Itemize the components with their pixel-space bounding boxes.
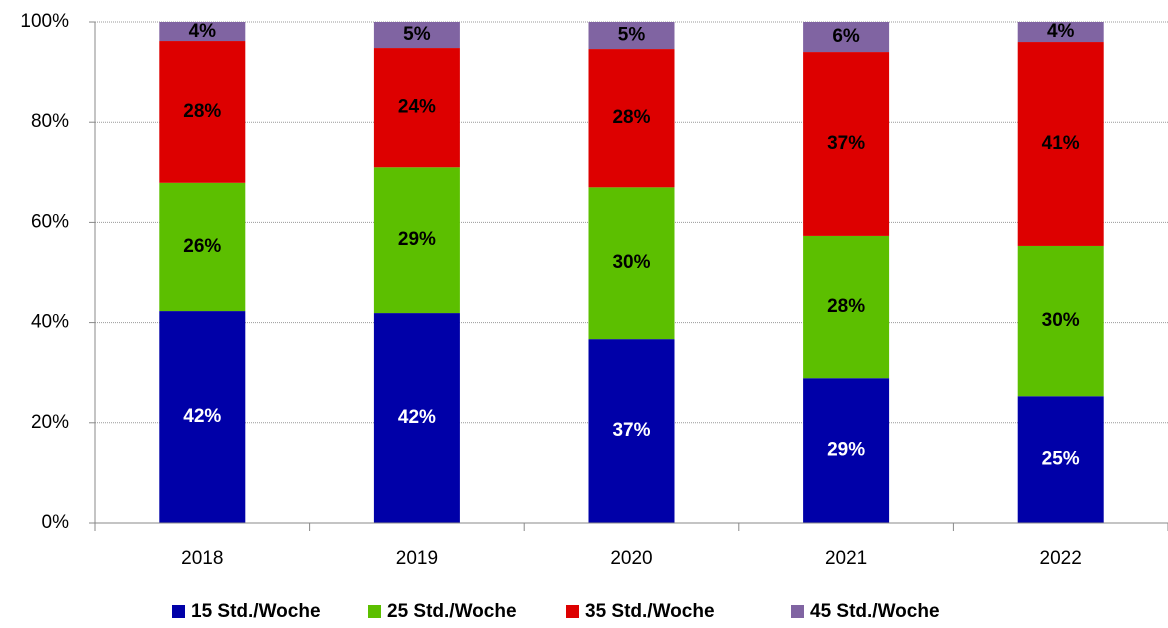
value-label: 4% bbox=[1047, 21, 1075, 42]
x-tick-label: 2018 bbox=[181, 548, 223, 569]
value-label: 5% bbox=[618, 25, 646, 46]
bar-segment bbox=[1017, 245, 1104, 397]
bar-segment bbox=[803, 378, 890, 523]
x-tick-label: 2020 bbox=[610, 548, 652, 569]
value-label: 42% bbox=[183, 406, 221, 427]
bar-segment bbox=[588, 22, 675, 50]
bar-segment bbox=[588, 49, 675, 188]
value-label: 24% bbox=[398, 97, 436, 118]
legend-label: 25 Std./Woche bbox=[387, 601, 517, 622]
legend-swatch bbox=[172, 605, 185, 618]
legend-swatch bbox=[368, 605, 381, 618]
legend-swatch bbox=[566, 605, 579, 618]
bar-segment bbox=[373, 167, 460, 314]
legend-label: 15 Std./Woche bbox=[191, 601, 321, 622]
bar-segment bbox=[373, 22, 460, 49]
bar-segment bbox=[803, 52, 890, 236]
legend-label: 35 Std./Woche bbox=[585, 601, 715, 622]
y-tick-label: 40% bbox=[31, 312, 69, 333]
bar-segment bbox=[588, 187, 675, 340]
y-tick-label: 0% bbox=[42, 512, 70, 533]
y-tick-label: 100% bbox=[20, 11, 69, 32]
y-tick-label: 80% bbox=[31, 111, 69, 132]
bar-segment bbox=[1017, 22, 1104, 43]
value-label: 5% bbox=[403, 24, 431, 45]
value-label: 29% bbox=[398, 229, 436, 250]
bar-segment bbox=[588, 339, 675, 523]
value-label: 30% bbox=[612, 252, 650, 273]
bar-segment bbox=[803, 235, 890, 379]
value-label: 28% bbox=[183, 101, 221, 122]
value-label: 42% bbox=[398, 407, 436, 428]
bar-segment bbox=[159, 182, 246, 312]
value-label: 4% bbox=[189, 21, 217, 42]
bar-segment bbox=[803, 22, 890, 53]
x-tick-label: 2022 bbox=[1040, 548, 1082, 569]
value-label: 28% bbox=[612, 107, 650, 128]
value-label: 37% bbox=[612, 420, 650, 441]
legend-label: 45 Std./Woche bbox=[810, 601, 940, 622]
value-label: 6% bbox=[832, 26, 860, 47]
value-label: 28% bbox=[827, 296, 865, 317]
bar-segment bbox=[159, 22, 246, 42]
bar-segment bbox=[1017, 396, 1104, 523]
value-label: 41% bbox=[1042, 133, 1080, 154]
bar-segment bbox=[373, 313, 460, 523]
legend-swatch bbox=[791, 605, 804, 618]
value-label: 26% bbox=[183, 236, 221, 257]
value-label: 30% bbox=[1042, 310, 1080, 331]
y-tick-label: 20% bbox=[31, 412, 69, 433]
bar-segment bbox=[1017, 42, 1104, 246]
bar-segment bbox=[373, 48, 460, 168]
value-label: 37% bbox=[827, 133, 865, 154]
value-label: 29% bbox=[827, 440, 865, 461]
x-tick-label: 2021 bbox=[825, 548, 867, 569]
value-label: 25% bbox=[1042, 449, 1080, 470]
bar-segment bbox=[159, 311, 246, 523]
x-tick-label: 2019 bbox=[396, 548, 438, 569]
y-tick-label: 60% bbox=[31, 211, 69, 232]
bar-segment bbox=[159, 41, 246, 183]
